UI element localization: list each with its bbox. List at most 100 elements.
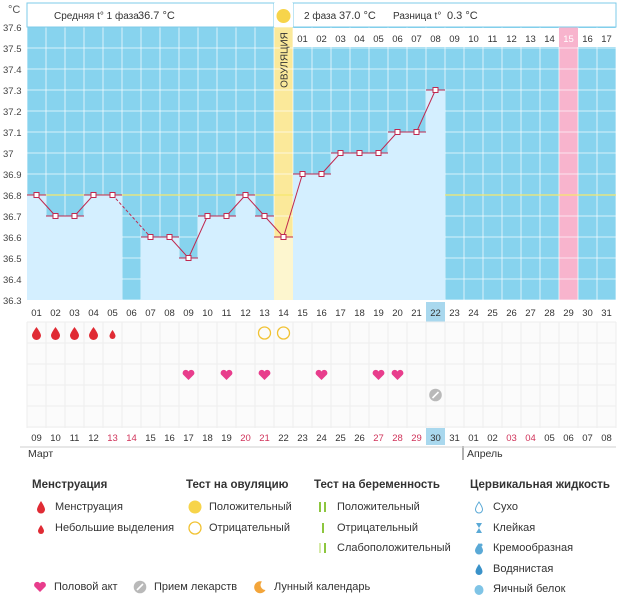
- temperature-bars: [27, 90, 445, 300]
- negative-ovulation-test-icon: [276, 326, 291, 340]
- y-tick-label: 37.1: [3, 128, 22, 139]
- y-tick-label: 37: [3, 149, 14, 160]
- temperature-bar: [407, 132, 426, 300]
- legend-intercourse: Половой акт: [32, 580, 118, 594]
- legend-ovulation-test: Тест на овуляцию Положительный Отрицател…: [186, 479, 292, 538]
- temperature-point: [432, 87, 439, 93]
- legend-item: Отрицательный: [186, 518, 292, 539]
- legend-label: Отрицательный: [209, 521, 290, 534]
- heart-icon: [32, 580, 48, 594]
- y-tick-label: 37.2: [3, 107, 22, 118]
- temperature-point: [242, 192, 249, 198]
- pill-icon-stripe: [431, 391, 440, 399]
- heart-icon: [258, 369, 271, 380]
- legend-label: Прием лекарств: [154, 581, 238, 593]
- legend-item: Положительный: [314, 497, 451, 518]
- cycle-day-label: 13: [259, 308, 270, 319]
- temperature-point: [375, 150, 382, 156]
- cycle-day-label: 01: [31, 308, 42, 319]
- heart-icon: [182, 369, 195, 380]
- temperature-segment: [188, 215, 208, 259]
- cycle-day-label: 25: [487, 308, 498, 319]
- y-tick-label: 37.5: [3, 44, 22, 55]
- dry-icon: [470, 500, 488, 514]
- cycle-day-label: 27: [525, 308, 536, 319]
- cycle-day-label: 18: [354, 308, 365, 319]
- blood-drop-icon: [89, 327, 98, 340]
- phase2-day-strip: [293, 28, 616, 47]
- cycle-day-label: 05: [107, 308, 118, 319]
- legend-label: Положительный: [337, 501, 420, 514]
- temperature-segment: [226, 194, 246, 217]
- temperature-point: [394, 129, 401, 135]
- cycle-day-label: 17: [335, 308, 346, 319]
- temperature-point: [318, 171, 325, 177]
- date-label: 03: [506, 433, 517, 444]
- date-label: 08: [601, 433, 612, 444]
- blood-drop-icon: [51, 327, 60, 340]
- legend-pregnancy-test: Тест на беременность Положительный Отриц…: [314, 479, 451, 559]
- cycle-day-label: 09: [183, 308, 194, 319]
- heart-icon: [315, 369, 328, 380]
- cycle-day-label: 07: [145, 308, 156, 319]
- top-day-label: 09: [449, 34, 460, 45]
- legend-item: Водянистая: [470, 559, 610, 580]
- current-date-highlight: [426, 428, 445, 445]
- current-day-highlight: [426, 302, 445, 322]
- top-day-label: 10: [468, 34, 479, 45]
- date-label: 25: [335, 433, 346, 444]
- temperature-point: [109, 192, 116, 198]
- date-label: 23: [297, 433, 308, 444]
- date-label: 10: [50, 433, 61, 444]
- y-tick-label: 36.9: [3, 170, 22, 181]
- temperature-point: [413, 129, 420, 135]
- temperature-point: [33, 192, 40, 198]
- legend-cervical-title: Цервикальная жидкость: [470, 479, 610, 491]
- faint-lines-icon: [314, 541, 332, 555]
- phase1-box: [26, 2, 275, 28]
- chart-axes: °C 36.3 36.4 36.5 36.6 36.7 36.8 36.9 37 37.1 37.2…: [3, 4, 616, 460]
- top-day-label: 13: [525, 34, 536, 45]
- temperature-bar: [426, 90, 445, 300]
- moon-icon: [252, 580, 268, 594]
- temperature-bar: [350, 153, 369, 300]
- phase1-label: Средняя t° 1 фаза: [54, 10, 139, 22]
- temperature-bar: [65, 216, 84, 300]
- top-day-highlight: [559, 28, 578, 47]
- cycle-day-label: 31: [601, 308, 612, 319]
- heart-icon: [372, 369, 385, 380]
- cycle-day-label: 26: [506, 308, 517, 319]
- phase1-value: 36.7 °C: [138, 10, 175, 22]
- negative-test-icon: [186, 520, 204, 536]
- top-day-label: 11: [488, 34, 498, 45]
- date-label: 26: [354, 433, 365, 444]
- temperature-point: [166, 234, 173, 240]
- legend-item: Отрицательный: [314, 518, 451, 539]
- cycle-day-label: 24: [468, 308, 479, 319]
- temperature-line: [27, 87, 445, 261]
- top-day-label: 03: [335, 34, 346, 45]
- temperature-segment: [36, 194, 56, 217]
- temperature-point: [280, 234, 287, 240]
- temperature-segment: [283, 173, 303, 238]
- cycle-day-label: 12: [240, 308, 251, 319]
- cycle-day-label: 16: [316, 308, 327, 319]
- date-label: 02: [487, 433, 498, 444]
- blood-drop-icon: [32, 500, 50, 514]
- cycle-day-label: 03: [69, 308, 80, 319]
- sticky-icon: [470, 521, 488, 535]
- temperature-segment: [74, 194, 94, 217]
- temperature-segment: [245, 194, 265, 217]
- top-day-label: 12: [506, 34, 517, 45]
- cycle-day-label: 06: [126, 308, 137, 319]
- temperature-point: [299, 171, 306, 177]
- y-tick-label: 36.8: [3, 191, 22, 202]
- date-label: 05: [544, 433, 555, 444]
- date-label: 06: [563, 433, 574, 444]
- legend-lunar: Лунный календарь: [252, 580, 370, 594]
- cycle-day-label: 10: [202, 308, 213, 319]
- top-day-label: 08: [430, 34, 441, 45]
- legend-label: Слабоположительный: [337, 542, 451, 555]
- legend-menstruation: Менструация Менструация Небольшие выделе…: [32, 479, 174, 538]
- diff-label: Разница t°: [393, 11, 441, 22]
